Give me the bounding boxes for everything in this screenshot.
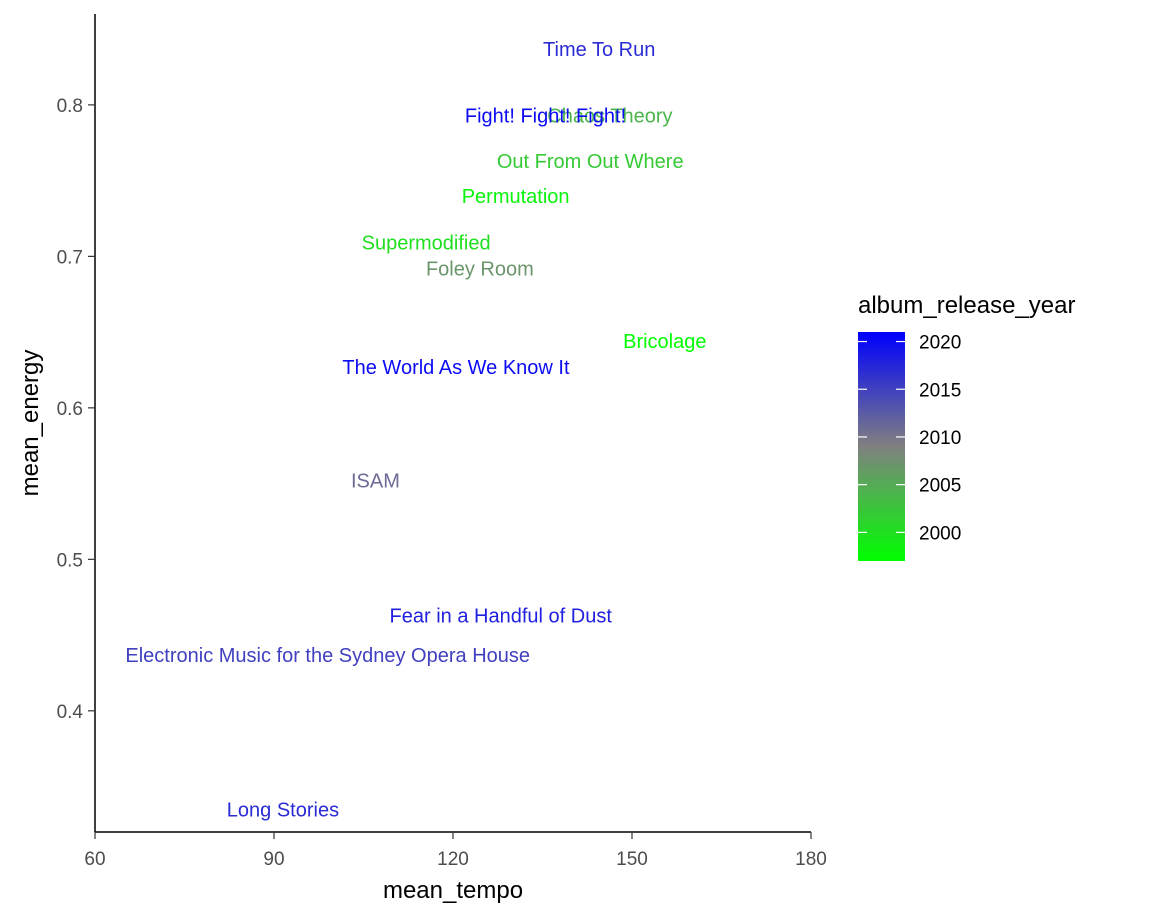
y-tick-label: 0.7 bbox=[57, 247, 83, 268]
legend-tick-label: 2010 bbox=[919, 428, 961, 449]
y-tick-label: 0.4 bbox=[57, 702, 84, 723]
y-tick-label: 0.6 bbox=[57, 399, 83, 420]
point-label: Long Stories bbox=[227, 799, 339, 821]
y-tick-label: 0.8 bbox=[57, 96, 83, 117]
point-label: Permutation bbox=[462, 186, 570, 208]
color-legend: album_release_year 2000 2005 2010 2015 2020 bbox=[858, 292, 1075, 561]
point-label: ISAM bbox=[351, 471, 400, 493]
x-tick-label: 120 bbox=[437, 849, 469, 870]
y-axis-title: mean_energy bbox=[17, 350, 44, 497]
x-tick-label: 150 bbox=[616, 849, 648, 870]
point-label: Chaos Theory bbox=[547, 105, 672, 127]
y-ticks: 0.4 0.5 0.6 0.7 0.8 bbox=[57, 96, 95, 723]
x-tick-label: 60 bbox=[84, 849, 105, 870]
x-axis-title: mean_tempo bbox=[383, 877, 523, 904]
point-label: Foley Room bbox=[426, 258, 534, 280]
legend-tick-label: 2005 bbox=[919, 476, 961, 497]
legend-ticks: 2000 2005 2010 2015 2020 bbox=[858, 333, 961, 544]
point-label: Electronic Music for the Sydney Opera Ho… bbox=[125, 645, 530, 667]
point-label: Time To Run bbox=[543, 39, 655, 61]
legend-tick-label: 2020 bbox=[919, 333, 961, 354]
x-tick-label: 180 bbox=[795, 849, 827, 870]
axes bbox=[94, 14, 811, 833]
point-label: Fear in a Handful of Dust bbox=[390, 605, 613, 627]
x-tick-label: 90 bbox=[263, 849, 284, 870]
legend-title: album_release_year bbox=[858, 292, 1075, 319]
legend-colorbar bbox=[858, 332, 905, 561]
point-label: Out From Out Where bbox=[497, 151, 684, 173]
point-label: Bricolage bbox=[623, 331, 706, 353]
x-ticks: 60 90 120 150 180 bbox=[84, 832, 827, 870]
legend-tick-label: 2015 bbox=[919, 380, 961, 401]
point-label: Supermodified bbox=[362, 233, 491, 255]
y-tick-label: 0.5 bbox=[57, 550, 83, 571]
point-label: The World As We Know It bbox=[342, 357, 570, 379]
legend-tick-label: 2000 bbox=[919, 523, 961, 544]
point-label: Fight! Fight! Fight! bbox=[465, 105, 626, 127]
